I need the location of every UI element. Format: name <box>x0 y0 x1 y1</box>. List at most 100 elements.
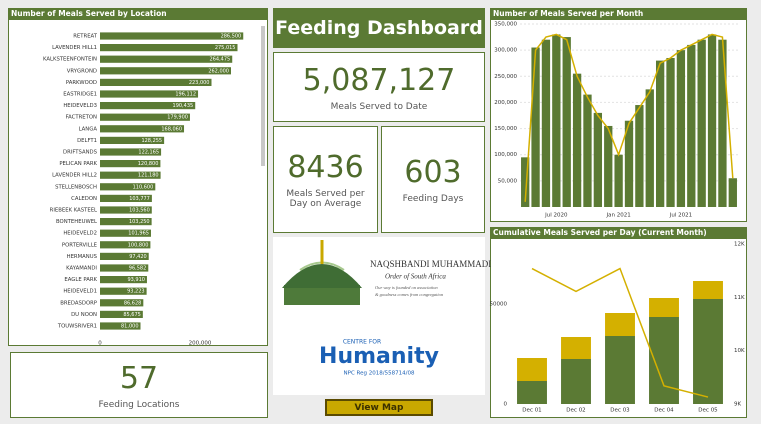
x-tick-label: Dec 04 <box>654 408 674 414</box>
bar-segment <box>605 336 635 404</box>
kpi-value: 8436 <box>287 150 364 185</box>
x-tick-label: Jan 2021 <box>606 213 631 219</box>
bar <box>593 112 603 207</box>
bar <box>728 178 737 207</box>
bar <box>100 206 152 214</box>
logo-base <box>284 285 360 305</box>
value-label: 86,628 <box>124 300 142 306</box>
button-label: View Map <box>354 402 404 413</box>
category-label: HEIDEVELD2 <box>63 231 97 237</box>
bar <box>100 160 161 168</box>
value-label: 85,675 <box>123 312 141 318</box>
kpi-value: 57 <box>119 360 159 396</box>
kpi-value: 603 <box>404 155 462 190</box>
category-label: PELICAN PARK <box>59 161 97 167</box>
view-map-button[interactable]: View Map <box>325 399 433 416</box>
x-tick-label: Dec 01 <box>522 408 541 414</box>
category-label: LAVENDER HILL1 <box>52 45 97 51</box>
bar <box>687 44 696 207</box>
title-bar <box>490 8 747 20</box>
kpi-value: 5,087,127 <box>302 62 456 98</box>
bar <box>100 183 156 191</box>
bar <box>100 194 152 202</box>
category-label: KALKSTEENFONTEIN <box>43 57 97 63</box>
category-label: DU NOON <box>71 312 97 318</box>
value-label: 103,777 <box>129 196 150 202</box>
kpi-label: Feeding Days <box>402 194 464 204</box>
bar <box>541 39 551 207</box>
bar <box>635 105 644 207</box>
category-label: DELFT1 <box>77 138 97 144</box>
bar-segment <box>649 317 679 404</box>
category-label: STELLENBOSCH <box>55 184 97 190</box>
x-tick-label: Jul 2020 <box>544 213 568 219</box>
value-label: 121,180 <box>138 173 159 179</box>
title-bar <box>490 227 747 239</box>
value-label: 93,223 <box>127 289 145 295</box>
category-label: CALEDON <box>71 196 97 202</box>
bar <box>562 37 571 208</box>
value-label: 103,560 <box>129 208 150 214</box>
bar <box>100 218 152 226</box>
logo-spire <box>320 240 324 264</box>
bar <box>100 171 161 179</box>
logo-registration: NPC Reg 2018/558714/08 <box>344 371 415 377</box>
dashboard-title: Feeding Dashboard <box>275 17 483 39</box>
scrollbar[interactable] <box>261 26 265 166</box>
value-label: 128,255 <box>141 138 162 144</box>
logo-dome <box>282 264 362 288</box>
x-tick-label: 200,000 <box>189 341 212 347</box>
bar <box>100 264 149 272</box>
value-label: 286,500 <box>221 34 242 40</box>
logo-motto: & goodness comes from congregation <box>375 292 444 297</box>
y-tick-label: 100,000 <box>494 152 517 158</box>
value-label: 190,435 <box>173 103 194 109</box>
mosque-logo <box>282 240 362 305</box>
bar <box>572 73 582 208</box>
kpi-card: 8436 Meals Served per Day on Average <box>273 126 378 233</box>
x-tick-label: Dec 02 <box>566 408 585 414</box>
category-label: EAGLE PARK <box>64 277 97 283</box>
y2-tick-label: 10K <box>734 348 745 354</box>
y-tick-label: 350,000 <box>494 22 517 28</box>
bar <box>100 148 162 156</box>
category-label: HEIDEVELD3 <box>63 103 97 109</box>
kpi-card: 5,087,127 Meals Served to Date <box>273 52 485 122</box>
value-label: 120,800 <box>138 161 159 167</box>
bar <box>100 241 151 249</box>
bar <box>666 57 675 207</box>
line <box>524 33 734 202</box>
bar <box>100 310 143 318</box>
category-label: LANGA <box>79 126 98 132</box>
value-label: 168,060 <box>161 126 182 132</box>
x-tick-label: 0 <box>98 341 102 347</box>
bar-segment <box>693 281 723 299</box>
category-label: LAVENDER HILL2 <box>52 173 97 179</box>
bar <box>521 157 530 207</box>
kpi-card: 603 Feeding Days <box>381 126 485 233</box>
kpi-label: Meals Served to Date <box>330 101 428 112</box>
value-label: 101,965 <box>128 231 149 237</box>
bar <box>707 34 717 208</box>
chart-title: Number of Meals Served by Location <box>11 9 167 18</box>
kpi-card: 57 Feeding Locations <box>10 352 268 418</box>
y-tick-label: 200,000 <box>494 100 517 106</box>
kpi-label: Feeding Locations <box>98 399 180 410</box>
category-label: TOUWSRIVER1 <box>57 324 97 330</box>
bar <box>100 102 196 110</box>
value-label: 122,165 <box>138 150 159 156</box>
category-label: BREDASDORP <box>60 300 98 306</box>
category-label: RIEBEEK KASTEEL <box>50 208 97 214</box>
bar <box>100 55 233 63</box>
bar-segment <box>561 337 591 359</box>
x-tick-label: Dec 05 <box>698 408 718 414</box>
value-label: 103,250 <box>129 219 150 225</box>
bar <box>100 252 149 260</box>
y-tick-label: 50000 <box>490 302 508 308</box>
category-label: PARKWOOD <box>66 80 97 86</box>
bar <box>100 299 144 307</box>
title-bar <box>8 8 268 20</box>
bar <box>624 120 634 207</box>
bar-segment <box>517 358 547 381</box>
